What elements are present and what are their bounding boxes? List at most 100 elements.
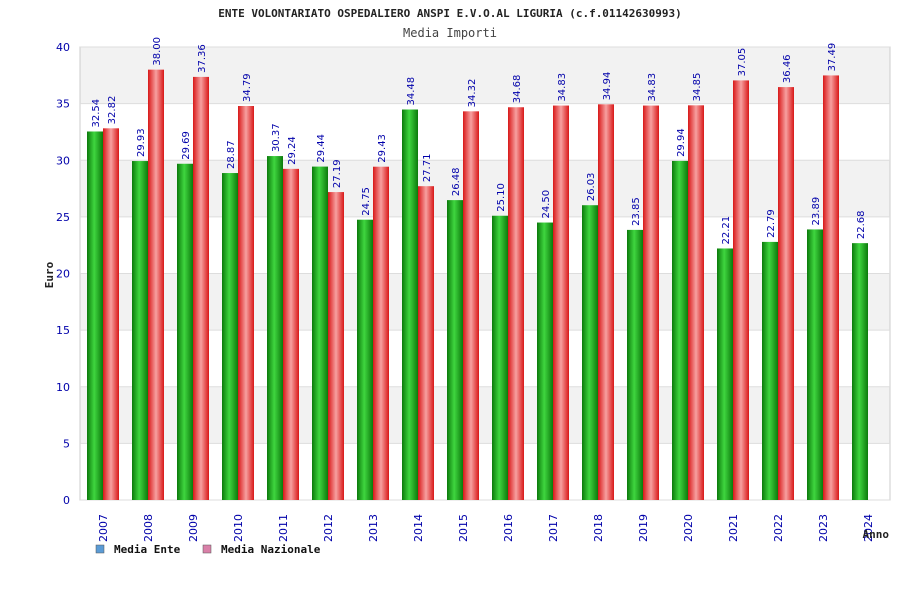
bar-media-nazionale-2014 [418,186,434,500]
chart-subtitle: Media Importi [403,26,497,40]
plot-band [80,216,890,274]
value-label-media-nazionale-2018: 34.94 [602,72,613,101]
plot-band [80,330,890,387]
chart-title: ENTE VOLONTARIATO OSPEDALIERO ANSPI E.V.… [218,7,682,20]
grid-lines [80,46,890,501]
x-tick-label: 2020 [682,514,695,542]
x-tick-label: 2008 [142,514,155,542]
bar-media-ente-2007 [87,131,103,500]
bar-media-nazionale-2022 [778,87,794,500]
x-tick-label: 2007 [97,514,110,542]
x-tick-label: 2018 [592,514,605,542]
value-label-media-nazionale-2009: 37.36 [197,44,208,73]
bar-media-ente-2009 [177,163,193,501]
value-label-media-nazionale-2010: 34.79 [242,73,253,102]
bar-media-nazionale-2019 [643,105,659,501]
bar-media-nazionale-2007 [103,128,119,500]
x-tick-label: 2022 [772,514,785,542]
x-tick-label: 2017 [547,514,560,542]
plot-background [79,46,891,501]
bar-media-ente-2015 [447,200,463,500]
value-label-media-ente-2018: 26.03 [586,173,597,202]
x-tick-label: 2014 [412,514,425,542]
x-tick-label: 2021 [727,514,740,542]
plot-band [80,443,890,500]
bar-media-nazionale-2016 [508,107,524,501]
value-label-media-nazionale-2012: 27.19 [332,159,343,188]
y-tick-label: 30 [56,154,70,167]
bar-media-nazionale-2023 [823,75,839,500]
legend-label-media-nazionale: Media Nazionale [221,543,321,556]
value-label-media-ente-2009: 29.69 [181,131,192,160]
value-label-media-nazionale-2011: 29.24 [287,136,298,165]
legend-swatch-media-nazionale [202,544,212,554]
bar-media-nazionale-2020 [688,105,704,500]
bar-media-ente-2018 [582,205,598,500]
plot-band [80,47,890,104]
bar-media-nazionale-2017 [553,105,569,501]
legend-label-media-ente: Media Ente [114,543,181,556]
value-label-media-nazionale-2020: 34.85 [692,73,703,102]
value-label-media-ente-2022: 22.79 [766,209,777,238]
bar-media-nazionale-2010 [238,106,254,501]
bar-media-ente-2020 [672,160,688,500]
value-label-media-nazionale-2019: 34.83 [647,73,658,102]
bar-media-ente-2021 [717,248,733,500]
value-label-media-ente-2016: 25.10 [496,183,507,212]
plot-band [80,103,890,161]
bar-media-ente-2016 [492,215,508,500]
value-label-media-nazionale-2015: 34.32 [467,79,478,108]
value-label-media-ente-2011: 30.37 [271,123,282,152]
bar-media-ente-2011 [267,156,283,500]
bar-media-ente-2024 [852,243,868,501]
bar-media-ente-2013 [357,219,373,501]
value-label-media-ente-2010: 28.87 [226,140,237,169]
x-tick-label: 2012 [322,514,335,542]
bar-media-nazionale-2009 [193,76,209,500]
x-tick-label: 2011 [277,514,290,542]
value-labels: 32.54 32.82 29.93 38.00 29.69 37.36 28.87 34.79… [91,37,867,244]
bar-media-ente-2019 [627,229,643,500]
value-label-media-ente-2017: 24.50 [541,190,552,219]
value-label-media-nazionale-2023: 37.49 [827,43,838,72]
bar-media-ente-2012 [312,166,328,501]
y-tick-label: 40 [56,41,70,54]
bar-media-nazionale-2013 [373,166,389,500]
value-label-media-nazionale-2017: 34.83 [557,73,568,102]
value-label-media-ente-2020: 29.94 [676,128,687,157]
value-label-media-ente-2008: 29.93 [136,128,147,157]
bar-media-nazionale-2018 [598,104,614,500]
value-label-media-ente-2012: 29.44 [316,134,327,163]
value-label-media-ente-2013: 24.75 [361,187,372,216]
bar-media-ente-2022 [762,241,778,500]
y-tick-label: 0 [63,494,70,507]
x-tick-label: 2019 [637,514,650,542]
x-tick-label: 2015 [457,514,470,542]
value-label-media-nazionale-2016: 34.68 [512,75,523,104]
y-axis-label: Euro [43,261,56,288]
y-tick-label: 20 [56,268,70,281]
value-label-media-nazionale-2022: 36.46 [782,54,793,83]
bars [87,69,868,501]
value-label-media-nazionale-2021: 37.05 [737,48,748,77]
x-tick-label: 2009 [187,514,200,542]
bar-media-nazionale-2021 [733,80,749,500]
x-tick-label: 2013 [367,514,380,542]
bar-media-ente-2010 [222,173,238,501]
y-axis-ticks: 0 5 10 15 20 25 30 35 40 [56,41,70,507]
plot-band [80,273,890,331]
value-label-media-ente-2021: 22.21 [721,216,732,245]
value-label-media-nazionale-2013: 29.43 [377,134,388,163]
value-label-media-nazionale-2007: 32.82 [107,96,118,125]
bar-media-ente-2023 [807,229,823,501]
x-axis-label: Anno [863,528,890,541]
x-tick-label: 2023 [817,514,830,542]
x-tick-label: 2010 [232,514,245,542]
value-label-media-nazionale-2014: 27.71 [422,154,433,183]
value-label-media-ente-2019: 23.85 [631,197,642,226]
y-tick-label: 5 [63,437,70,450]
x-tick-label: 2016 [502,514,515,542]
legend: Media Ente Media Nazionale [95,543,321,556]
bar-media-ente-2008 [132,161,148,500]
bar-media-nazionale-2008 [148,69,164,501]
